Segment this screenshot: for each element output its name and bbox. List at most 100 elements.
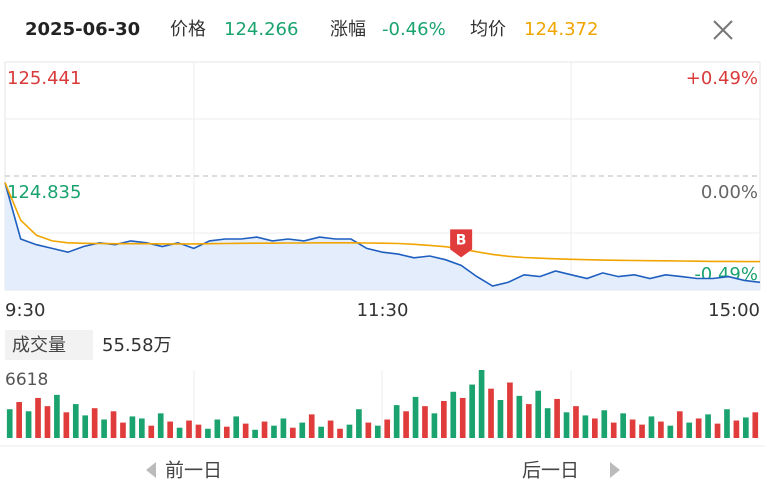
next-arrow[interactable] — [610, 462, 620, 478]
trade-marker — [450, 229, 473, 258]
volume-bar — [724, 409, 730, 438]
avg-label: 均价 — [470, 19, 506, 40]
volume-bar — [639, 424, 645, 438]
volume-title: 成交量 — [12, 335, 66, 356]
volume-bar — [346, 424, 353, 438]
y2-tick-label: 0.00% — [701, 182, 758, 203]
volume-bar — [695, 418, 702, 438]
volume-bar — [148, 425, 155, 438]
change: -0.46% — [382, 19, 446, 40]
volume-bar — [16, 402, 22, 438]
volume-bar — [610, 422, 617, 438]
volume-bar — [44, 406, 51, 438]
volume-bar — [422, 406, 428, 438]
volume-bar — [120, 422, 126, 438]
y2-tick-label: +0.49% — [686, 68, 758, 89]
volume-bar — [469, 384, 475, 438]
volume-label-box — [5, 330, 93, 360]
price-area — [5, 182, 760, 290]
volume-bar — [223, 426, 230, 438]
volume-bar — [72, 404, 79, 438]
volume-bar — [563, 412, 570, 438]
volume-bar — [63, 412, 70, 438]
volume-bar — [139, 418, 145, 438]
price-label: 价格 — [170, 19, 206, 40]
volume-bar — [54, 394, 60, 438]
volume-bar — [242, 423, 249, 438]
volume-bar — [252, 429, 258, 438]
volume-bar — [214, 419, 221, 438]
volume-bar — [582, 415, 589, 438]
volume-bar — [403, 411, 409, 438]
volume-bar — [488, 388, 494, 438]
volume-bar — [308, 414, 315, 438]
volume-bar — [393, 405, 400, 438]
volume-bar — [507, 382, 513, 438]
avg: 124.372 — [524, 19, 598, 40]
price-line — [4, 182, 761, 287]
next-day-label[interactable]: 后一日 — [522, 460, 579, 482]
volume-bar — [186, 420, 192, 438]
volume-bar — [167, 421, 173, 438]
prev-arrow[interactable] — [146, 462, 156, 478]
volume-bar — [525, 404, 532, 438]
volume-bar — [271, 425, 277, 438]
close-button[interactable] — [713, 20, 733, 40]
volume-bar — [743, 417, 749, 438]
close-icon[interactable] — [713, 20, 733, 40]
volume-bar — [374, 425, 381, 438]
volume-bar — [535, 390, 542, 438]
volume-bar — [667, 425, 674, 438]
volume-bar — [35, 397, 41, 438]
volume-bar — [195, 424, 202, 438]
volume-bar — [686, 422, 693, 438]
volume-bar — [205, 428, 211, 438]
next-day[interactable]: 后一日 — [522, 460, 620, 482]
volume-bar — [365, 422, 372, 438]
volume-bar — [705, 414, 711, 438]
volume-tick-label: 6618 — [5, 370, 48, 390]
volume-bar — [459, 397, 466, 438]
volume-bar — [327, 420, 334, 438]
volume-bar — [82, 415, 89, 438]
volume-bar — [318, 426, 324, 438]
volume-bar — [129, 416, 136, 438]
volume-bar — [431, 413, 438, 438]
volume-bar — [629, 419, 636, 438]
volume-bar — [733, 420, 740, 438]
volume-bar — [441, 401, 447, 438]
prev-day[interactable]: 前一日 — [146, 460, 222, 482]
y-tick-label: 124.835 — [7, 182, 81, 203]
volume-bar — [176, 427, 183, 438]
volume-bar — [554, 398, 560, 438]
volume-total: 55.58万 — [102, 335, 172, 356]
volume-bar — [478, 370, 485, 438]
volume-bar — [592, 418, 598, 438]
volume-bar — [450, 391, 457, 438]
volume-bar — [620, 413, 626, 438]
volume-bar — [384, 419, 391, 438]
volume-bar — [497, 399, 504, 438]
volume-bar — [25, 411, 32, 438]
volume-bar — [648, 416, 655, 438]
y-tick-label: 125.441 — [7, 68, 81, 89]
volume-bar — [356, 409, 362, 438]
volume-bar — [676, 411, 683, 438]
volume-bar — [157, 413, 164, 438]
volume-bar — [573, 406, 579, 438]
x-tick-label: 9:30 — [5, 300, 45, 321]
prev-day-label[interactable]: 前一日 — [165, 460, 222, 482]
volume-bar — [658, 421, 664, 438]
trade-marker-label: B — [456, 232, 467, 248]
date: 2025-06-30 — [25, 19, 140, 40]
volume-bar — [110, 411, 117, 438]
volume-bar — [261, 421, 268, 438]
volume-bar — [544, 408, 551, 438]
volume-bar — [290, 427, 296, 438]
volume-bar — [752, 412, 759, 438]
volume-bar — [299, 422, 306, 438]
volume-bar — [337, 428, 343, 438]
volume-bar — [6, 409, 13, 438]
